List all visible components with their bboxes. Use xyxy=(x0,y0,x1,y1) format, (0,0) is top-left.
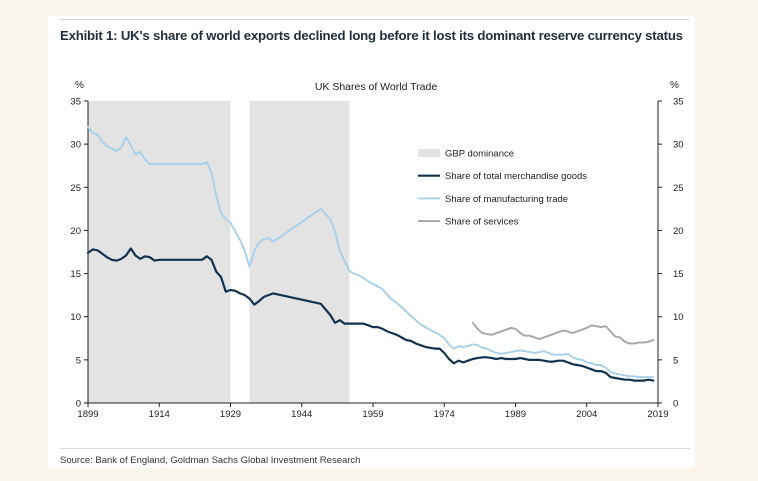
y-tick-label-right-20: 20 xyxy=(673,226,684,237)
x-tick-label-1944: 1944 xyxy=(291,409,312,420)
x-tick-label-1899: 1899 xyxy=(77,409,98,420)
y-tick-label-left-30: 30 xyxy=(70,140,81,151)
y-axis-right-unit: % xyxy=(670,80,679,91)
bottom-rule xyxy=(60,448,690,449)
y-tick-label-left-20: 20 xyxy=(70,226,81,237)
source-note: Source: Bank of England, Goldman Sachs G… xyxy=(60,455,361,466)
legend-label-services: Share of services xyxy=(445,217,519,228)
y-tick-label-right-35: 35 xyxy=(673,97,684,108)
y-tick-label-left-15: 15 xyxy=(70,269,81,280)
y-axis-left-unit: % xyxy=(75,80,84,91)
y-tick-label-left-25: 25 xyxy=(70,183,81,194)
top-rule xyxy=(60,19,690,20)
y-tick-label-left-35: 35 xyxy=(70,97,81,108)
gbp-dominance-band-1 xyxy=(88,101,231,403)
y-tick-label-left-10: 10 xyxy=(70,312,81,323)
x-tick-label-1974: 1974 xyxy=(434,409,455,420)
x-tick-label-1959: 1959 xyxy=(362,409,383,420)
gbp-dominance-band-2 xyxy=(249,101,350,403)
y-tick-label-right-10: 10 xyxy=(673,312,684,323)
x-tick-label-2004: 2004 xyxy=(576,409,597,420)
exhibit-title: Exhibit 1: UK's share of world exports d… xyxy=(60,28,683,43)
y-tick-label-right-5: 5 xyxy=(673,355,678,366)
series-line-services xyxy=(471,321,655,345)
x-tick-label-2019: 2019 xyxy=(647,409,668,420)
y-tick-label-right-15: 15 xyxy=(673,269,684,280)
legend-label-gbp: GBP dominance xyxy=(445,149,514,160)
y-tick-label-left-0: 0 xyxy=(76,399,81,410)
x-tick-label-1929: 1929 xyxy=(220,409,241,420)
x-tick-label-1989: 1989 xyxy=(505,409,526,420)
y-tick-label-right-30: 30 xyxy=(673,140,684,151)
legend-swatch-gbp xyxy=(418,149,440,157)
y-tick-label-right-0: 0 xyxy=(673,399,678,410)
legend-label-merchandise: Share of total merchandise goods xyxy=(445,171,587,182)
y-tick-label-right-25: 25 xyxy=(673,183,684,194)
series-line-manufacturing xyxy=(87,125,655,379)
series-line-merchandise xyxy=(86,247,655,382)
y-tick-label-left-5: 5 xyxy=(76,355,81,366)
chart-title: UK Shares of World Trade xyxy=(315,81,438,93)
legend-label-manufacturing: Share of manufacturing trade xyxy=(445,194,568,205)
x-tick-label-1914: 1914 xyxy=(149,409,170,420)
